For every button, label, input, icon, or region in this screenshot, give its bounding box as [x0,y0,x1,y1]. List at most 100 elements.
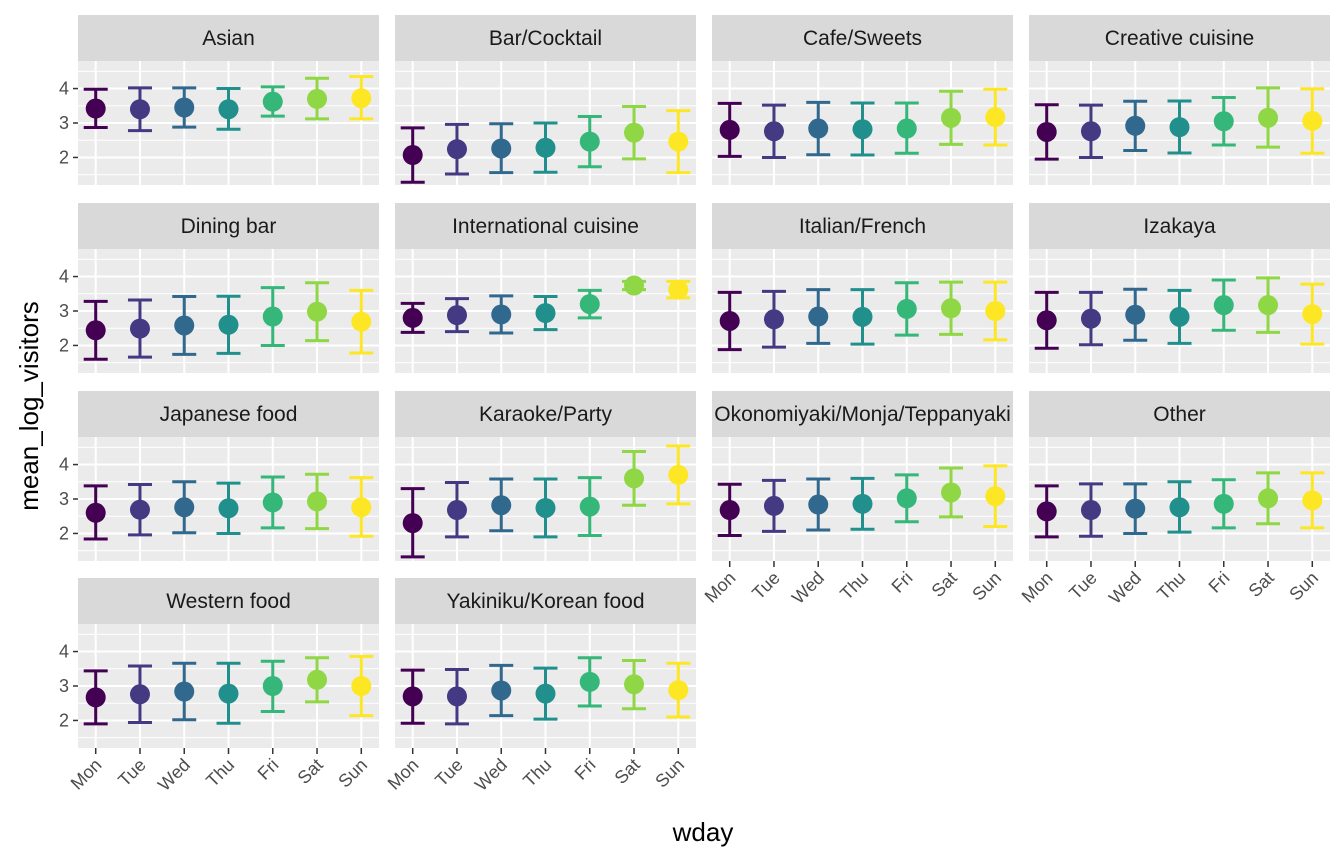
x-tick-label: Mon [384,755,423,794]
x-tick-label: Sun [651,755,688,792]
facet-strip-label: Western food [166,590,291,613]
point-sat [1258,295,1279,316]
y-tick-label: 2 [59,147,69,167]
point-thu [218,314,239,335]
point-tue [129,499,150,520]
point-sat [1258,488,1279,509]
point-sun [351,88,372,109]
point-fri [1213,295,1234,316]
point-mon [85,502,106,523]
y-tick-label: 4 [59,267,69,287]
point-fri [262,492,283,513]
x-tick-label: Sat [1245,568,1278,601]
x-tick-label: Fri [254,755,283,784]
point-sun [1302,490,1323,511]
point-tue [129,318,150,339]
point-thu [852,306,873,327]
facet-strip [78,203,379,249]
facet-strip-label: Japanese food [160,403,298,426]
point-thu [218,498,239,519]
point-mon [85,687,106,708]
point-sun [668,279,689,300]
point-tue [1080,121,1101,142]
facet-izakaya: Izakaya [1029,203,1330,373]
facet-strip [395,203,696,249]
facet-strip [712,391,1013,437]
point-fri [896,488,917,509]
point-fri [1213,493,1234,514]
point-wed [1125,115,1146,136]
point-fri [262,91,283,112]
y-tick-label: 2 [59,523,69,543]
point-wed [491,138,512,159]
point-mon [719,310,740,331]
facet-strip-label: Asian [202,27,255,50]
point-mon [402,513,423,534]
x-tick-label: Mon [701,568,740,607]
point-fri [579,671,600,692]
point-sun [1302,304,1323,325]
point-mon [719,500,740,521]
point-wed [174,497,195,518]
point-wed [808,306,829,327]
facet-karaoke-party: Karaoke/Party [395,391,696,561]
x-tick-label: Tue [114,755,150,791]
point-sun [351,311,372,332]
facet-dining-bar: Dining bar 2 3 4 [59,203,379,373]
point-wed [174,315,195,336]
x-tick-label: Wed [471,755,511,795]
point-thu [535,497,556,518]
point-sat [941,298,962,319]
point-sun [351,676,372,696]
point-mon [85,98,106,119]
facet-strip [395,15,696,61]
x-tick-label: Sat [928,568,961,601]
facet-strip [712,15,1013,61]
facet-strip-label: Creative cuisine [1105,27,1254,50]
facet-strip-label: Italian/French [799,215,926,238]
point-sun [985,107,1006,128]
point-mon [85,320,106,341]
point-sat [307,88,328,109]
point-sat [624,122,645,143]
facet-strip [395,578,696,624]
y-tick-label: 3 [59,113,69,133]
point-wed [491,680,512,701]
facet-strip-label: Cafe/Sweets [803,27,922,50]
point-sun [1302,110,1323,131]
y-tick-label: 3 [59,301,69,321]
facet-cafe-sweets: Cafe/Sweets [712,15,1013,185]
x-tick-label: Mon [1018,568,1057,607]
point-thu [535,137,556,158]
facet-western-food: Western food 2 3 4 Mon Tue Wed Thu Fri Sat Sun [59,578,379,795]
point-tue [446,305,467,326]
facet-strip [395,391,696,437]
facet-creative-cuisine: Creative cuisine [1029,15,1330,185]
point-wed [808,494,829,515]
point-mon [1036,501,1057,522]
point-thu [535,683,556,704]
point-tue [446,686,467,707]
y-tick-label: 2 [59,710,69,730]
x-tick-label: Fri [571,755,600,784]
point-thu [852,493,873,514]
facet-strip-label: Dining bar [181,215,277,238]
point-sun [351,497,372,518]
point-mon [1036,121,1057,142]
point-sat [624,468,645,489]
point-tue [763,121,784,142]
point-thu [535,303,556,324]
x-tick-label: Wed [1105,568,1145,608]
point-sat [307,491,328,512]
y-tick-label: 2 [59,335,69,355]
point-fri [262,676,283,696]
facet-strip [1029,15,1330,61]
point-sat [624,674,645,695]
point-wed [808,118,829,139]
point-thu [218,99,239,120]
facet-asian: Asian 2 3 4 [59,15,379,185]
point-tue [129,99,150,120]
x-tick-label: Sat [294,755,327,788]
point-wed [174,97,195,118]
point-thu [1169,497,1190,518]
